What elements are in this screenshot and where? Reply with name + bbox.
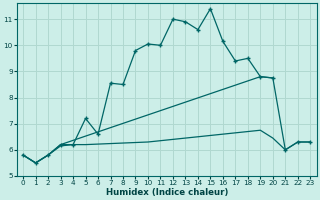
X-axis label: Humidex (Indice chaleur): Humidex (Indice chaleur) (106, 188, 228, 197)
